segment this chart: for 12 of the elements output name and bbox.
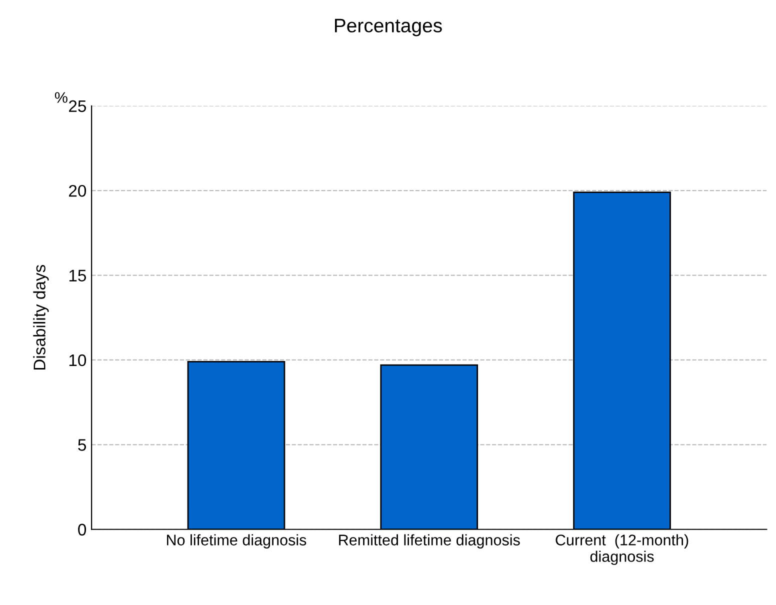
y-axis-title: Disability days — [33, 264, 49, 370]
y-tick-label: 20 — [69, 184, 86, 197]
x-tick-label: No lifetime diagnosis — [167, 534, 306, 548]
x-tick-label: Current (12-month) diagnosis — [556, 534, 688, 565]
y-tick-label: 15 — [69, 270, 86, 282]
y-tick-label: 0 — [78, 524, 86, 536]
chart-title: Percentages — [335, 18, 442, 36]
text: % — [54, 92, 68, 103]
y-tick-label: 25 — [69, 100, 86, 112]
y-tick-label: 5 — [78, 439, 86, 451]
x-tick-label: Remitted lifetime diagnosis — [339, 534, 520, 548]
y-tick-label: 10 — [69, 354, 86, 366]
